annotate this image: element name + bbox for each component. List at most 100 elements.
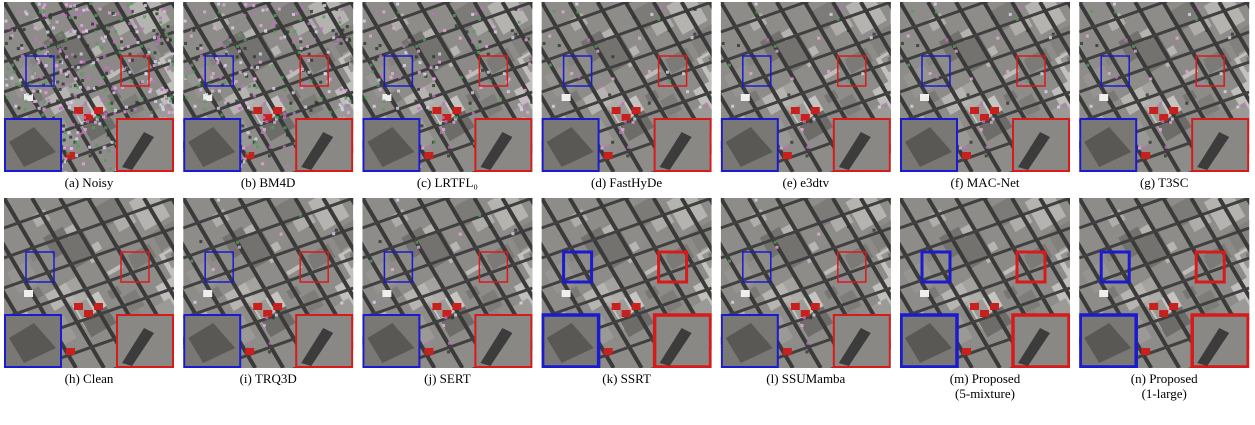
noise	[114, 30, 117, 33]
noise	[375, 47, 378, 50]
roof	[791, 303, 800, 310]
noise	[169, 39, 172, 42]
noise	[843, 278, 846, 281]
noise	[295, 12, 298, 15]
noise	[46, 31, 49, 34]
noise	[82, 131, 85, 134]
noise	[1018, 6, 1021, 9]
noise	[224, 101, 227, 104]
noise	[415, 55, 418, 58]
noise	[86, 44, 89, 47]
noise	[66, 82, 69, 85]
noise	[159, 103, 162, 106]
noise	[315, 30, 318, 33]
noise	[448, 342, 451, 345]
noise	[265, 120, 268, 123]
noise	[980, 102, 983, 105]
noise	[239, 71, 242, 74]
noise	[296, 46, 299, 49]
noise	[226, 43, 229, 46]
noise	[69, 16, 72, 19]
noise	[1138, 147, 1141, 150]
noise	[192, 70, 195, 73]
noise	[309, 225, 312, 228]
noise	[62, 83, 65, 86]
noise	[259, 53, 262, 56]
roof	[432, 107, 441, 114]
noise	[471, 41, 474, 44]
noise	[119, 51, 122, 54]
noise	[42, 6, 45, 9]
noise	[64, 47, 67, 50]
noise	[1132, 45, 1135, 48]
noise	[141, 80, 144, 83]
noise	[188, 67, 191, 70]
noise	[185, 76, 188, 79]
noise	[63, 139, 66, 142]
noise	[239, 61, 242, 64]
noise	[1176, 37, 1179, 40]
noise	[217, 199, 220, 202]
noise	[336, 38, 339, 41]
noise	[38, 3, 41, 6]
noise	[130, 29, 133, 32]
noise	[69, 85, 72, 88]
noise	[111, 108, 114, 111]
caption: (1-large)	[1142, 386, 1187, 401]
noise	[167, 67, 170, 70]
noise	[1185, 70, 1188, 73]
noise	[992, 118, 995, 121]
roof	[94, 303, 103, 310]
noise	[405, 43, 408, 46]
noise	[128, 22, 131, 25]
noise	[699, 105, 702, 108]
noise	[271, 25, 274, 28]
noise	[283, 88, 286, 91]
roof	[424, 152, 433, 159]
noise	[402, 45, 405, 48]
noise	[128, 53, 131, 56]
noise	[47, 99, 50, 102]
noise	[275, 314, 278, 317]
caption: (b) BM4D	[241, 175, 296, 190]
noise	[839, 6, 842, 9]
noise	[74, 94, 77, 97]
noise	[383, 100, 386, 103]
noise	[82, 9, 85, 12]
noise	[250, 111, 253, 114]
noise	[95, 86, 98, 89]
noise	[426, 106, 429, 109]
noise	[549, 64, 552, 67]
noise	[1220, 72, 1223, 75]
noise	[134, 108, 137, 111]
noise	[481, 6, 484, 9]
noise	[403, 64, 406, 67]
noise	[1195, 18, 1198, 21]
noise	[219, 76, 222, 79]
noise	[755, 3, 758, 6]
noise	[907, 64, 910, 67]
noise	[69, 5, 72, 8]
noise	[12, 70, 15, 73]
roof	[74, 303, 83, 310]
noise	[256, 66, 259, 69]
roof	[24, 290, 33, 297]
roof	[970, 303, 979, 310]
noise	[492, 25, 495, 28]
noise	[169, 100, 172, 103]
noise	[344, 97, 347, 100]
noise	[231, 26, 234, 29]
noise	[305, 82, 308, 85]
noise	[1149, 77, 1152, 80]
noise	[417, 50, 420, 53]
noise	[473, 30, 476, 33]
noise	[107, 30, 110, 33]
noise	[89, 154, 92, 157]
noise	[663, 82, 666, 85]
noise	[80, 53, 83, 56]
noise	[443, 29, 446, 32]
noise	[80, 122, 83, 125]
noise	[417, 88, 420, 91]
noise	[250, 93, 253, 96]
noise	[87, 111, 90, 114]
